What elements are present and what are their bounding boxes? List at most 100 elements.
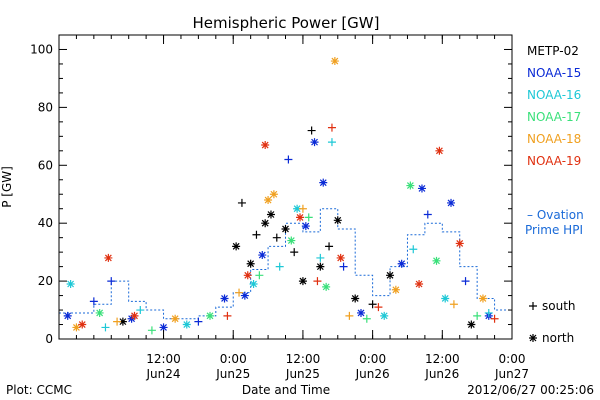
series-metp-02 [118, 126, 476, 329]
x-tick-label-time: 0:00 [359, 352, 386, 366]
point-noaa-18-8 [345, 311, 354, 320]
legend-south-marker [529, 302, 537, 310]
point-noaa-19-2-glyph [130, 311, 139, 320]
ovation-hpi-step-line [59, 208, 513, 320]
point-metp-02-10-glyph [298, 277, 307, 286]
point-noaa-16-9-glyph [380, 311, 389, 320]
legend-entry-noaa-18: NOAA-18 [527, 132, 581, 146]
point-noaa-17-4 [287, 236, 296, 245]
point-noaa-16-8 [327, 138, 336, 147]
point-noaa-19-0-glyph [78, 320, 87, 329]
point-noaa-15-18 [447, 198, 456, 207]
point-noaa-16-9 [380, 311, 389, 320]
point-noaa-17-6-glyph [322, 282, 331, 291]
x-tick-label-time: 12:00 [425, 352, 460, 366]
legend-north-marker-glyph [529, 334, 537, 342]
point-noaa-15-5 [194, 317, 203, 326]
hpi-legend-line1: – Ovation [527, 208, 584, 222]
point-noaa-15-15-glyph [397, 259, 406, 268]
point-metp-02-1-glyph [232, 242, 241, 251]
hpi-step-path [59, 208, 513, 320]
point-noaa-17-7-glyph [362, 314, 371, 323]
y-tick-label: 40 [38, 216, 53, 230]
legend-entry-noaa-16: NOAA-16 [527, 88, 581, 102]
point-noaa-19-9-glyph [336, 253, 345, 262]
point-noaa-15-5-glyph [194, 317, 203, 326]
point-noaa-19-3 [223, 311, 232, 320]
y-axis: 0 20 40 60 80 100 [30, 42, 512, 346]
point-noaa-16-3-glyph [182, 320, 191, 329]
point-noaa-18-10 [449, 300, 458, 309]
point-noaa-16-2 [136, 306, 145, 315]
point-noaa-19-4 [243, 271, 252, 280]
point-noaa-19-10-glyph [374, 303, 383, 312]
series-noaa-15 [63, 138, 493, 332]
point-noaa-19-1-glyph [104, 253, 113, 262]
point-metp-02-2-glyph [237, 198, 246, 207]
point-metp-02-13-glyph [325, 242, 334, 251]
point-noaa-19-12-glyph [435, 146, 444, 155]
point-noaa-18-1 [113, 317, 122, 326]
point-metp-02-16-glyph [368, 300, 377, 309]
series-noaa-16 [66, 138, 493, 332]
point-metp-02-4 [252, 230, 261, 239]
point-metp-02-9-glyph [290, 248, 299, 257]
point-metp-02-18-glyph [467, 320, 476, 329]
data-points [63, 57, 499, 335]
point-noaa-19-6-glyph [296, 213, 305, 222]
point-noaa-17-9 [432, 256, 441, 265]
point-noaa-15-4-glyph [159, 323, 168, 332]
point-noaa-15-10-glyph [301, 222, 310, 231]
point-noaa-19-12 [435, 146, 444, 155]
point-metp-02-0-glyph [118, 317, 127, 326]
point-metp-02-7 [272, 233, 281, 242]
point-noaa-18-7 [330, 57, 339, 66]
point-noaa-16-4 [249, 279, 258, 288]
point-noaa-18-6 [298, 204, 307, 213]
point-noaa-15-6-glyph [220, 294, 229, 303]
point-metp-02-5 [261, 219, 270, 228]
point-noaa-17-8-glyph [406, 181, 415, 190]
series-noaa-18 [72, 57, 487, 332]
point-noaa-15-15 [397, 259, 406, 268]
point-noaa-15-14-glyph [357, 308, 365, 317]
legend-north-label: north [542, 331, 574, 345]
point-metp-02-15 [351, 294, 360, 303]
point-noaa-15-12-glyph [319, 178, 328, 187]
point-metp-02-17 [386, 271, 395, 280]
legend-entry-noaa-15: NOAA-15 [527, 66, 581, 80]
point-noaa-15-17-glyph [423, 210, 432, 219]
point-noaa-16-4-glyph [249, 279, 258, 288]
point-metp-02-13 [325, 242, 334, 251]
point-noaa-16-10 [409, 245, 418, 254]
point-noaa-16-1 [101, 323, 110, 332]
point-noaa-17-3-glyph [255, 271, 264, 280]
point-noaa-17-5 [304, 213, 313, 222]
point-noaa-16-7-glyph [316, 253, 325, 262]
point-noaa-17-0 [95, 308, 104, 317]
plot-timestamp: 2012/06/27 00:25:06 [467, 383, 594, 397]
point-noaa-18-3-glyph [235, 288, 244, 297]
point-metp-02-6 [266, 210, 275, 219]
point-noaa-18-4 [264, 196, 273, 205]
point-noaa-15-18-glyph [447, 198, 456, 207]
plot-credit: Plot: CCMC [6, 383, 72, 397]
x-tick-label-time: 12:00 [286, 352, 321, 366]
point-noaa-15-19-glyph [461, 277, 470, 286]
point-noaa-19-14-glyph [490, 314, 499, 323]
point-noaa-16-3 [182, 320, 191, 329]
point-noaa-16-6 [293, 204, 302, 213]
point-metp-02-14 [333, 216, 342, 225]
point-noaa-15-19 [461, 277, 470, 286]
point-metp-02-18 [467, 320, 476, 329]
point-noaa-19-6 [296, 213, 305, 222]
point-noaa-18-5 [269, 190, 278, 199]
point-noaa-17-7 [362, 314, 371, 323]
point-noaa-15-0-glyph [63, 311, 72, 320]
y-tick-label: 100 [30, 42, 53, 56]
point-noaa-17-10 [473, 311, 482, 320]
point-noaa-18-4-glyph [264, 196, 273, 205]
x-tick-label-date: Jun26 [355, 367, 390, 381]
point-noaa-18-0 [72, 323, 81, 332]
